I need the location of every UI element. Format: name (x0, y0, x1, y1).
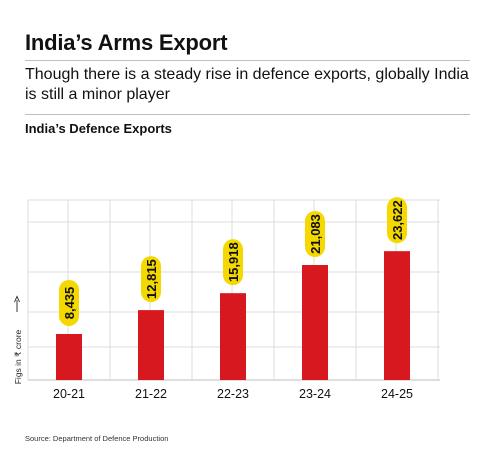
bar (220, 293, 246, 380)
x-tick-label: 22-23 (217, 387, 249, 401)
value-label: 8,435 (62, 287, 77, 320)
page-subtitle: Though there is a steady rise in defence… (25, 66, 469, 103)
x-tick-label: 24-25 (381, 387, 413, 401)
y-axis-title: Figs in ₹ crore (13, 329, 23, 384)
page-title: India’s Arms Export (25, 30, 228, 55)
value-label: 15,918 (226, 242, 241, 282)
y-axis-arrow-icon (14, 295, 20, 303)
value-label-badge (59, 279, 79, 326)
chart-value-labels: 8,435 12,815 15,918 21,083 23,622 (59, 197, 407, 326)
title-divider (25, 60, 470, 61)
chart-bars (56, 251, 410, 380)
bar (302, 265, 328, 380)
bar (138, 310, 164, 380)
value-label: 12,815 (144, 259, 159, 299)
bar (384, 251, 410, 380)
source-note: Source: Department of Defence Production (25, 434, 169, 443)
value-label-badge (141, 256, 161, 303)
x-tick-label: 23-24 (299, 387, 331, 401)
x-tick-label: 21-22 (135, 387, 167, 401)
bar (56, 333, 82, 380)
value-label-badge (305, 211, 325, 258)
value-label-badge (223, 239, 243, 286)
chart-title: India’s Defence Exports (25, 121, 172, 136)
value-label-badge (387, 197, 407, 244)
x-tick-label: 20-21 (53, 387, 85, 401)
value-label: 23,622 (390, 200, 405, 240)
value-label: 21,083 (308, 214, 323, 254)
chart-x-tick-labels: 20-21 21-22 22-23 23-24 24-25 (53, 387, 413, 401)
subtitle-divider (25, 114, 470, 115)
chart-y-axis-title: Figs in ₹ crore (13, 295, 23, 384)
